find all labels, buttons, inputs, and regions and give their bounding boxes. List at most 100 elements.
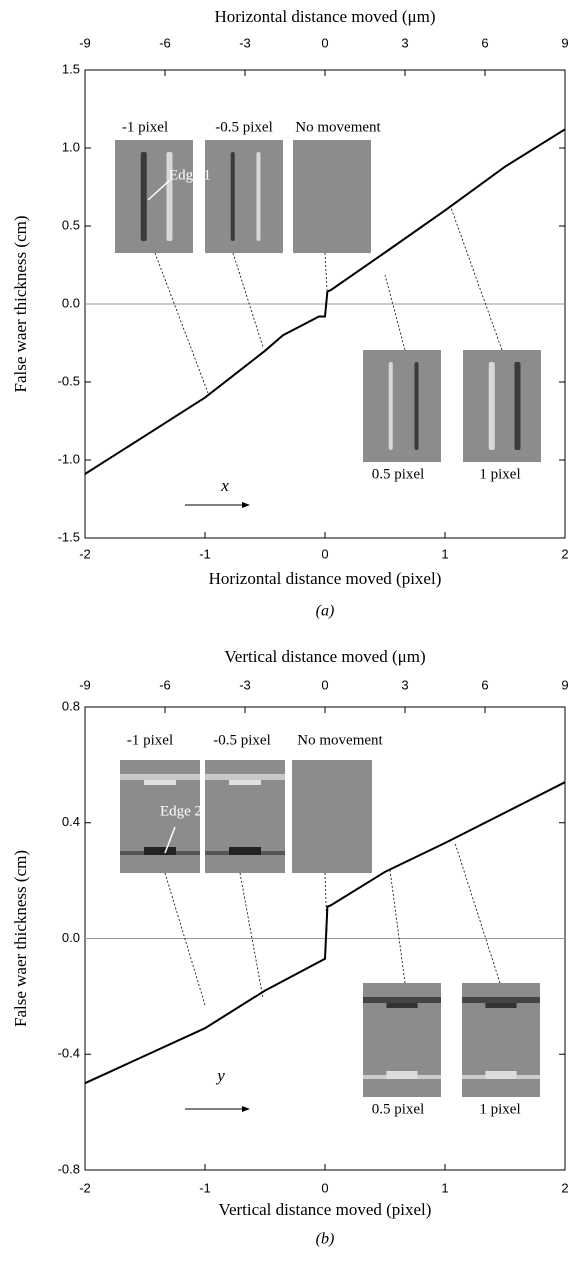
data-line [84, 781, 566, 1085]
inset-band [229, 847, 261, 855]
inset-image [205, 140, 283, 253]
y-tick-label: 1.0 [62, 139, 80, 154]
x2-tick-label: 3 [401, 35, 408, 50]
x2-tick-label: -9 [79, 35, 91, 50]
x-tick-label: 2 [561, 1180, 568, 1195]
x-tick-label: 1 [441, 546, 448, 561]
leader-line [239, 872, 264, 999]
leader-line [324, 252, 328, 291]
edge-pointer [147, 179, 171, 201]
y-tick-label: -0.5 [58, 373, 80, 388]
y-tick-label: -0.4 [58, 1046, 80, 1061]
inset-label: 0.5 pixel [372, 466, 425, 482]
inset-image [363, 350, 441, 462]
edge-label: Edge 2 [160, 803, 202, 819]
x2-tick-label: -3 [239, 677, 251, 692]
inset-band [485, 1071, 517, 1079]
y-axis-label: False waer thickness (cm) [11, 215, 30, 392]
inset-stripe [414, 362, 419, 450]
y-tick-label: -1.0 [58, 451, 80, 466]
x-tick-label: 0 [321, 1180, 328, 1195]
x2-tick-label: 0 [321, 677, 328, 692]
y-tick-label: -1.5 [58, 529, 80, 544]
y-tick-label: 1.5 [62, 61, 80, 76]
inset-band [386, 1003, 418, 1008]
direction-arrowhead [242, 1106, 250, 1112]
y-tick-label: 0.0 [62, 930, 80, 945]
x-tick-label: 1 [441, 1180, 448, 1195]
x2-tick-label: -3 [239, 35, 251, 50]
leader-line [232, 252, 264, 348]
direction-label: y [215, 1066, 225, 1085]
x2-tick-label: 0 [321, 35, 328, 50]
inset-band [144, 780, 176, 785]
inset-image [292, 760, 372, 873]
inset-stripe [230, 152, 235, 241]
inset-stripe [256, 152, 261, 241]
y-tick-label: 0.5 [62, 217, 80, 232]
inset-stripe [514, 362, 521, 450]
x2-tick-label: 3 [401, 677, 408, 692]
inset-band [229, 780, 261, 785]
inset-label: 0.5 pixel [372, 1101, 425, 1117]
y-axis-label: False waer thickness (cm) [11, 850, 30, 1027]
x2-tick-label: 6 [481, 35, 488, 50]
inset-band [120, 774, 200, 780]
x2-tick-label: 9 [561, 35, 568, 50]
leader-line [164, 872, 206, 1006]
y-tick-label: 0.8 [62, 698, 80, 713]
y-tick-label: 0.0 [62, 295, 80, 310]
y-tick-label: 0.4 [62, 814, 80, 829]
inset-band [144, 847, 176, 855]
leader-line [384, 274, 406, 351]
inset-band [205, 774, 285, 780]
direction-arrowhead [242, 502, 250, 508]
inset-label: No movement [297, 732, 383, 748]
data-line [84, 128, 566, 475]
inset-stripe [166, 152, 173, 241]
inset-label: No movement [295, 119, 381, 135]
x2-tick-label: -6 [159, 677, 171, 692]
inset-image [293, 140, 371, 253]
edge-label: Edge 1 [169, 167, 211, 183]
leader-line [389, 869, 406, 984]
inset-stripe [140, 152, 147, 241]
inset-label: 1 pixel [479, 1101, 520, 1117]
leader-line [454, 842, 501, 984]
x2-tick-label: 9 [561, 677, 568, 692]
inset-image [463, 350, 541, 462]
x2-tick-label: -9 [79, 677, 91, 692]
inset-label: -0.5 pixel [213, 732, 271, 748]
x-tick-label: -1 [199, 546, 211, 561]
y-tick-label: -0.8 [58, 1161, 80, 1176]
inset-stripe [488, 362, 495, 450]
x2-axis-label: Vertical distance moved (μm) [224, 647, 425, 666]
inset-label: -1 pixel [122, 119, 168, 135]
inset-band [485, 1003, 517, 1008]
x2-tick-label: -6 [159, 35, 171, 50]
x-tick-label: -2 [79, 1180, 91, 1195]
direction-label: x [220, 476, 229, 495]
x-tick-label: 2 [561, 546, 568, 561]
x2-tick-label: 6 [481, 677, 488, 692]
x-tick-label: 0 [321, 546, 328, 561]
edge-pointer [164, 826, 176, 854]
caption: (b) [316, 1231, 335, 1248]
inset-label: -0.5 pixel [215, 119, 273, 135]
x-tick-label: -2 [79, 546, 91, 561]
x-axis-label: Horizontal distance moved (pixel) [209, 569, 442, 588]
x2-axis-label: Horizontal distance moved (μm) [214, 7, 435, 26]
inset-stripe [388, 362, 393, 450]
inset-band [462, 997, 540, 1003]
caption: (a) [316, 603, 335, 620]
inset-label: 1 pixel [479, 466, 520, 482]
inset-label: -1 pixel [127, 732, 173, 748]
inset-band [363, 997, 441, 1003]
leader-line [154, 252, 209, 394]
inset-band [386, 1071, 418, 1079]
x-tick-label: -1 [199, 1180, 211, 1195]
inset-image [115, 140, 193, 253]
x-axis-label: Vertical distance moved (pixel) [219, 1200, 432, 1219]
leader-line [449, 204, 503, 351]
